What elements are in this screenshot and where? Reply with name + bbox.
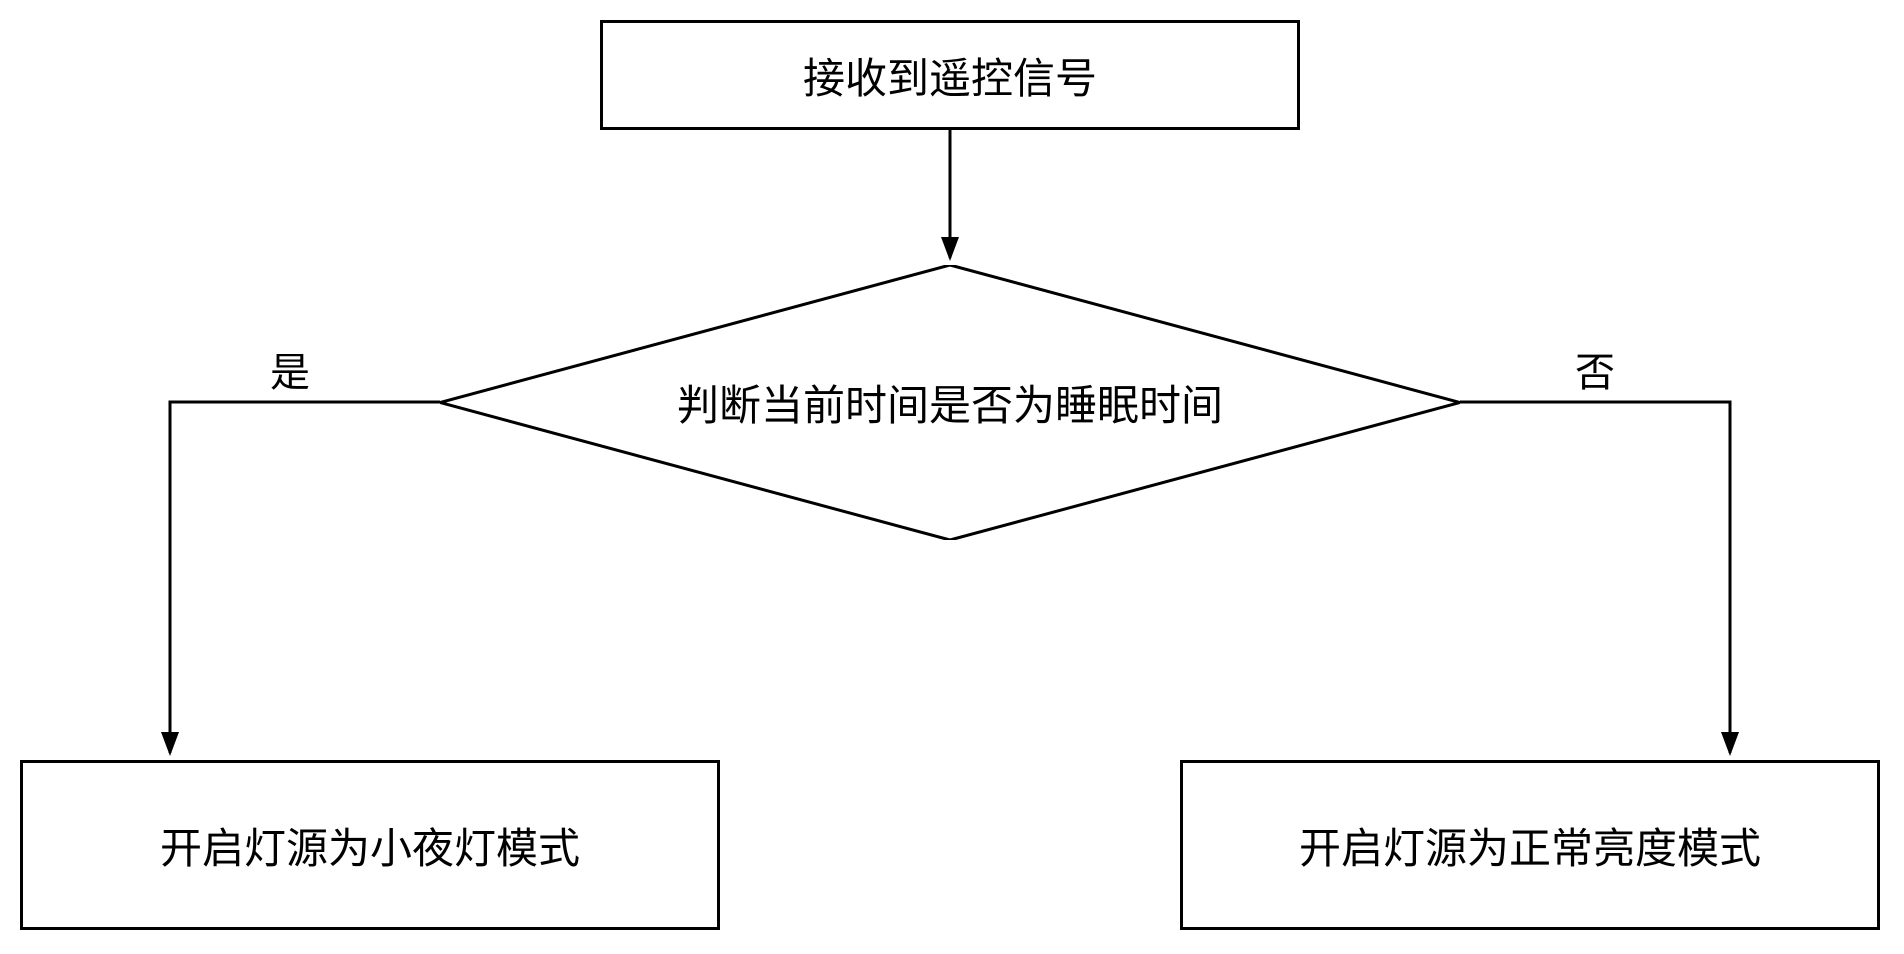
node-start: 接收到遥控信号 — [600, 20, 1300, 130]
edge-decision-yes — [170, 402, 440, 753]
flowchart-container: 接收到遥控信号 判断当前时间是否为睡眠时间 开启灯源为小夜灯模式 开启灯源为正常… — [0, 0, 1904, 954]
node-yes-text: 开启灯源为小夜灯模式 — [160, 815, 580, 876]
node-no-branch: 开启灯源为正常亮度模式 — [1180, 760, 1880, 930]
node-start-text: 接收到遥控信号 — [803, 45, 1097, 106]
node-decision: 判断当前时间是否为睡眠时间 — [440, 265, 1460, 540]
label-yes: 是 — [270, 340, 310, 398]
label-no: 否 — [1575, 340, 1615, 398]
node-no-text: 开启灯源为正常亮度模式 — [1299, 815, 1761, 876]
node-decision-text: 判断当前时间是否为睡眠时间 — [677, 372, 1223, 433]
edge-decision-no — [1460, 402, 1730, 753]
node-yes-branch: 开启灯源为小夜灯模式 — [20, 760, 720, 930]
